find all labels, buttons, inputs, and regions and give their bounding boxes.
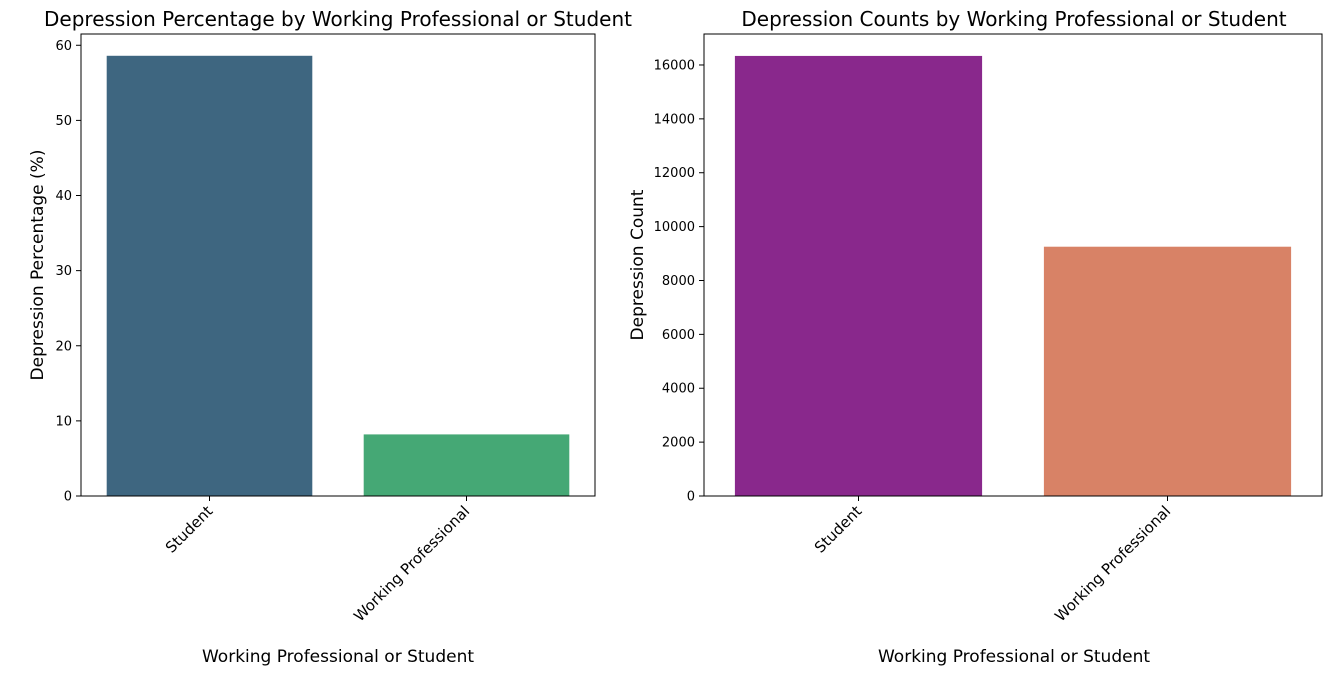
y-tick-label: 2000 <box>662 436 695 451</box>
plot-area-percentage: 0 10 20 30 40 50 60 Student Working Professional <box>55 33 596 625</box>
bar-working-professional <box>363 434 570 496</box>
x-tick-label: Working Professional <box>350 502 473 625</box>
chart-title-counts: Depression Counts by Working Professiona… <box>741 7 1286 31</box>
chart-title-percentage: Depression Percentage by Working Profess… <box>44 7 632 31</box>
x-axis-label-percentage: Working Professional or Student <box>202 647 474 667</box>
y-tick-label: 60 <box>55 39 72 54</box>
y-tick-label: 14000 <box>654 112 695 127</box>
chart-percentage: Depression Percentage by Working Profess… <box>28 7 632 667</box>
bar-working-professional <box>1043 246 1292 496</box>
y-tick-label: 0 <box>687 490 695 505</box>
y-tick-label: 4000 <box>662 382 695 397</box>
y-tick-label: 6000 <box>662 328 695 343</box>
y-tick-label: 0 <box>64 490 72 505</box>
x-axis-label-counts: Working Professional or Student <box>878 647 1150 667</box>
x-tick-label: Student <box>811 502 866 557</box>
chart-counts: Depression Counts by Working Professiona… <box>628 7 1323 667</box>
y-tick-label: 10 <box>55 414 72 429</box>
y-axis-label-counts: Depression Count <box>628 189 648 340</box>
y-axis-label-percentage: Depression Percentage (%) <box>28 150 48 381</box>
x-tick-label: Student <box>162 502 217 557</box>
y-tick-label: 40 <box>55 189 72 204</box>
axes-frame <box>80 33 596 497</box>
y-tick-label: 8000 <box>662 274 695 289</box>
axes-frame <box>703 33 1323 497</box>
x-tick-label: Working Professional <box>1051 502 1174 625</box>
bar-student <box>106 55 313 496</box>
y-tick-label: 20 <box>55 339 72 354</box>
y-tick-label: 10000 <box>654 220 695 235</box>
y-tick-label: 12000 <box>654 166 695 181</box>
bar-student <box>734 55 983 496</box>
plot-area-counts: 0 2000 4000 6000 8000 10000 12000 14000 16000 Stu… <box>654 33 1323 625</box>
y-tick-label: 16000 <box>654 58 695 73</box>
y-tick-label: 50 <box>55 114 72 129</box>
y-tick-label: 30 <box>55 264 72 279</box>
